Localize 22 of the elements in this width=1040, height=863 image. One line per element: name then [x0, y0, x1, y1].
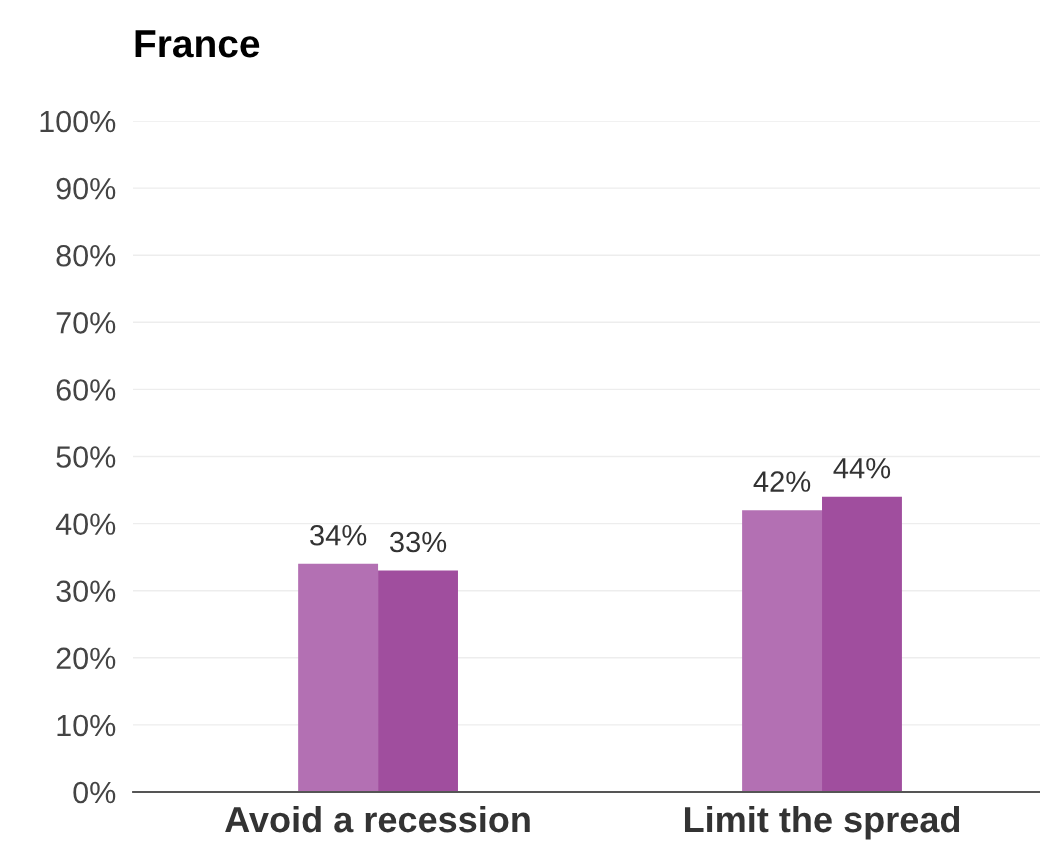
data-label: 34%	[310, 524, 367, 546]
bar	[742, 510, 823, 792]
y-tick-label: 0%	[73, 781, 116, 804]
y-tick-label: 100%	[40, 110, 116, 133]
y-tick-label: 10%	[57, 714, 116, 737]
y-tick-label: 60%	[56, 379, 116, 401]
y-tick-label: 90%	[56, 177, 116, 200]
y-tick-label: 20%	[56, 647, 116, 670]
data-label: 42%	[753, 471, 811, 492]
y-tick-label: 50%	[56, 446, 116, 468]
data-label: 44%	[833, 457, 891, 479]
chart-title: France	[135, 30, 260, 58]
y-tick-label: 80%	[56, 244, 116, 267]
data-label: 33%	[389, 531, 447, 553]
y-tick-label: 30%	[56, 580, 116, 603]
x-tick-label: Avoid a recession	[225, 805, 530, 833]
bar	[378, 570, 458, 792]
y-tick-label: 40%	[55, 513, 116, 535]
y-tick-label: 70%	[56, 312, 116, 334]
bar	[298, 563, 379, 792]
bar	[822, 496, 902, 792]
x-tick-label: Limit the spread	[684, 805, 960, 840]
